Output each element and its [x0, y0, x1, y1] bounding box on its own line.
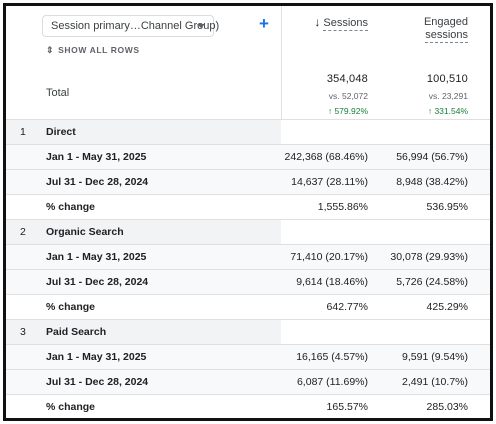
- column-header-sessions[interactable]: ↓ Sessions: [278, 15, 368, 31]
- group-row-direct[interactable]: 1 Direct: [6, 119, 490, 144]
- group-name: Direct: [46, 126, 76, 138]
- sessions-cell: 165.57%: [326, 401, 368, 413]
- table-row: Jul 31 - Dec 28, 2024 6,087 (11.69%) 2,4…: [6, 369, 490, 394]
- column-header-engaged-line2: sessions: [425, 29, 468, 43]
- total-engaged-comparison: vs. 23,291: [428, 91, 468, 101]
- column-header-sessions-label: Sessions: [323, 17, 368, 31]
- date-range-label: Jul 31 - Dec 28, 2024: [46, 276, 149, 288]
- add-dimension-button[interactable]: +: [259, 14, 269, 33]
- column-header-engaged-sessions[interactable]: Engaged sessions: [388, 16, 468, 43]
- group-row-blank: [281, 320, 490, 344]
- group-name: Paid Search: [46, 326, 107, 338]
- expand-collapse-icon: ⇕: [46, 45, 55, 55]
- engaged-cell: 285.03%: [426, 401, 468, 413]
- total-sessions-value: 354,048: [326, 73, 368, 85]
- engaged-cell: 5,726 (24.58%): [396, 276, 468, 288]
- group-name: Organic Search: [46, 226, 124, 238]
- sessions-cell: 1,555.86%: [317, 201, 368, 213]
- total-engaged-sessions: 100,510 vs. 23,291 ↑ 331.54%: [378, 73, 468, 116]
- group-row-blank: [281, 220, 490, 244]
- table-row: Jul 31 - Dec 28, 2024 9,614 (18.46%) 5,7…: [6, 269, 490, 294]
- row-index: 1: [20, 126, 26, 138]
- show-all-rows-button[interactable]: ⇕ SHOW ALL ROWS: [46, 45, 140, 59]
- group-row-paid-search[interactable]: 3 Paid Search: [6, 319, 490, 344]
- sessions-cell: 9,614 (18.46%): [296, 276, 368, 288]
- row-index: 2: [20, 226, 26, 238]
- date-range-label: Jan 1 - May 31, 2025: [46, 251, 147, 263]
- engaged-cell: 8,948 (38.42%): [396, 176, 468, 188]
- sessions-cell: 642.77%: [326, 301, 368, 313]
- column-header-engaged-line1: Engaged: [423, 16, 468, 28]
- table-header: Session primary…Channel Group) + ⇕ SHOW A…: [6, 6, 490, 122]
- dimension-selector-label: Session primary…Channel Group): [51, 20, 220, 32]
- sort-descending-icon: ↓: [314, 15, 321, 29]
- sessions-cell: 6,087 (11.69%): [296, 376, 368, 388]
- date-range-label: Jan 1 - May 31, 2025: [46, 151, 147, 163]
- date-range-label: Jul 31 - Dec 28, 2024: [46, 376, 149, 388]
- table-row: Jan 1 - May 31, 2025 71,410 (20.17%) 30,…: [6, 244, 490, 269]
- date-range-label: Jul 31 - Dec 28, 2024: [46, 176, 149, 188]
- total-sessions-change: ↑ 579.92%: [327, 106, 368, 116]
- show-all-rows-label: SHOW ALL ROWS: [58, 45, 140, 55]
- sessions-cell: 14,637 (28.11%): [291, 176, 368, 188]
- chevron-down-icon: [197, 24, 205, 28]
- sessions-cell: 242,368 (68.46%): [284, 151, 368, 163]
- total-engaged-value: 100,510: [426, 73, 468, 85]
- table-row: Jan 1 - May 31, 2025 242,368 (68.46%) 56…: [6, 144, 490, 169]
- sessions-cell: 16,165 (4.57%): [296, 351, 368, 363]
- total-sessions-comparison: vs. 52,072: [328, 91, 368, 101]
- sessions-cell: 71,410 (20.17%): [290, 251, 368, 263]
- table-row: Jul 31 - Dec 28, 2024 14,637 (28.11%) 8,…: [6, 169, 490, 194]
- total-sessions: 354,048 vs. 52,072 ↑ 579.92%: [268, 73, 368, 116]
- engaged-cell: 2,491 (10.7%): [402, 376, 468, 388]
- group-row-blank: [281, 120, 490, 144]
- percent-change-label: % change: [46, 201, 96, 213]
- percent-change-label: % change: [46, 401, 96, 413]
- table-row: % change 1,555.86% 536.95%: [6, 194, 490, 219]
- table-row: % change 642.77% 425.29%: [6, 294, 490, 319]
- engaged-cell: 425.29%: [426, 301, 468, 313]
- row-index: 3: [20, 326, 26, 338]
- table-row: Jan 1 - May 31, 2025 16,165 (4.57%) 9,59…: [6, 344, 490, 369]
- table-row: % change 165.57% 285.03%: [6, 394, 490, 418]
- total-label: Total: [46, 87, 70, 99]
- date-range-label: Jan 1 - May 31, 2025: [46, 351, 147, 363]
- engaged-cell: 9,591 (9.54%): [402, 351, 468, 363]
- engaged-cell: 536.95%: [426, 201, 468, 213]
- percent-change-label: % change: [46, 301, 96, 313]
- total-engaged-change: ↑ 331.54%: [427, 106, 468, 116]
- engaged-cell: 56,994 (56.7%): [396, 151, 468, 163]
- engaged-cell: 30,078 (29.93%): [390, 251, 468, 263]
- group-row-organic-search[interactable]: 2 Organic Search: [6, 219, 490, 244]
- report-table-card: Session primary…Channel Group) + ⇕ SHOW A…: [3, 3, 493, 421]
- dimension-selector[interactable]: Session primary…Channel Group): [42, 15, 219, 37]
